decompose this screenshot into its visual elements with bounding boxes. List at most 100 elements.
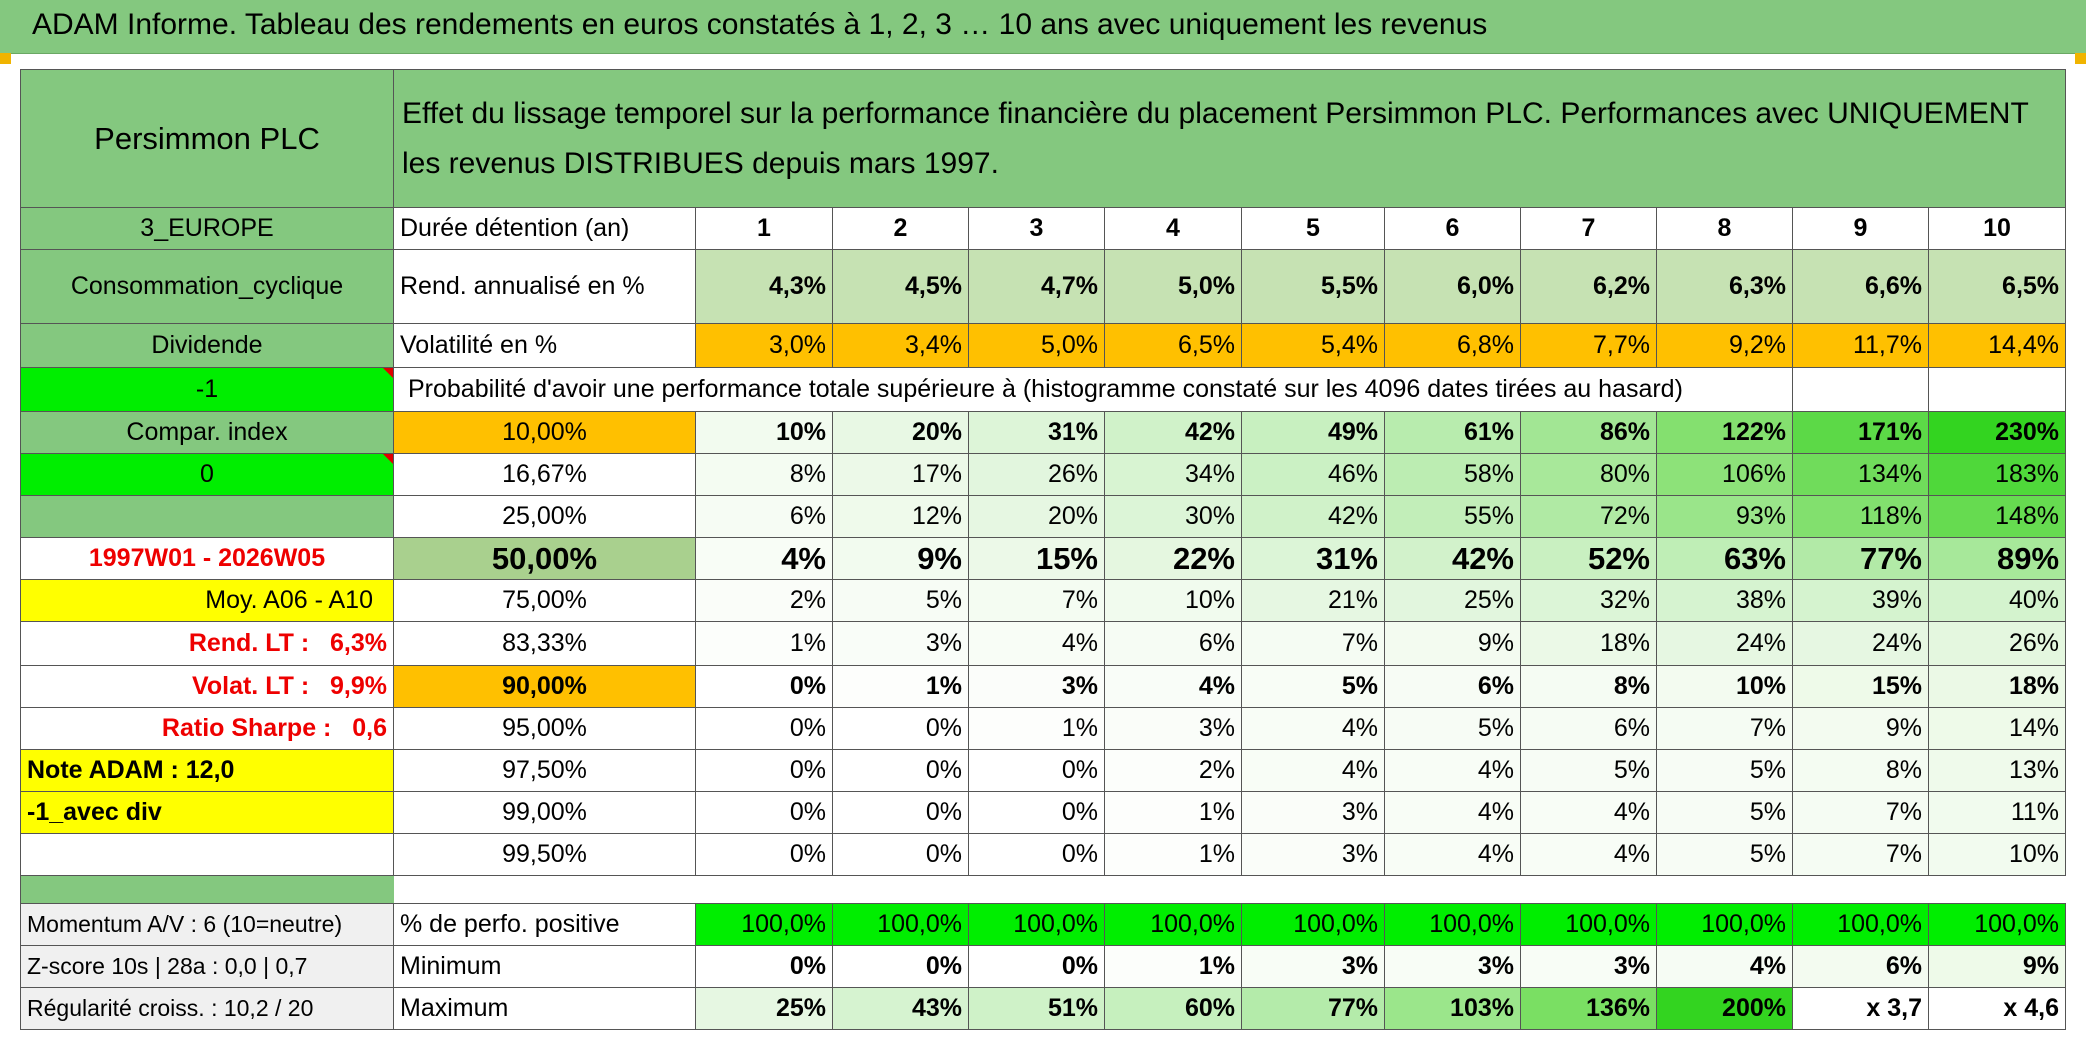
proba-row: -1 Probabilité d'avoir une performance t… — [20, 367, 2067, 412]
flag-cell[interactable]: -1 — [20, 367, 394, 412]
type-label: Dividende — [20, 323, 394, 368]
quantile-cell: 11% — [1927, 791, 2067, 834]
quantile-cell: 4% — [695, 537, 833, 580]
quantile-cell: 0% — [832, 749, 969, 792]
quantile-cell: 31% — [1241, 537, 1385, 580]
quantile-cell: 10% — [1104, 579, 1242, 622]
quantile-label: 95,00% — [393, 707, 696, 750]
quantile-row-median: 1997W01 - 2026W05 50,00% 4% 9% 15% 22% 3… — [20, 537, 2067, 580]
sharpe-label: Ratio Sharpe : — [161, 714, 332, 742]
quantile-cell: 31% — [968, 411, 1105, 454]
max-cell: 51% — [968, 987, 1105, 1030]
quantile-cell: 10% — [1927, 833, 2067, 876]
pos-cell: 100,0% — [1656, 903, 1793, 946]
max-cell: 103% — [1384, 987, 1521, 1030]
quantile-cell: 89% — [1927, 537, 2067, 580]
quantile-cell: 3% — [1241, 833, 1385, 876]
quantile-cell: 122% — [1656, 411, 1793, 454]
compar-label: Compar. index — [20, 411, 394, 454]
quantile-cell: 40% — [1927, 579, 2067, 622]
quantile-cell: 7% — [968, 579, 1105, 622]
quantile-row: Ratio Sharpe : 0,6 95,00% 0% 0% 1% 3% 4%… — [20, 707, 2067, 750]
max-cell: x 4,6 — [1927, 987, 2067, 1030]
year-cell: 3 — [968, 207, 1105, 250]
blank-green-cell — [20, 495, 394, 538]
rend-cell: 4,7% — [968, 249, 1105, 324]
rend-cell: 4,3% — [695, 249, 833, 324]
vol-cell: 6,5% — [1104, 323, 1242, 368]
quantile-cell: 118% — [1792, 495, 1929, 538]
rend-cell: 6,0% — [1384, 249, 1521, 324]
year-cell: 8 — [1656, 207, 1793, 250]
returns-table: Persimmon PLC Effet du lissage temporel … — [20, 69, 2067, 1030]
quantile-cell: 26% — [968, 453, 1105, 496]
min-cell: 0% — [832, 945, 969, 988]
max-cell: 25% — [695, 987, 833, 1030]
quantile-cell: 5% — [1241, 665, 1385, 708]
year-cell: 6 — [1384, 207, 1521, 250]
quantile-cell: 0% — [832, 833, 969, 876]
rend-cell: 6,3% — [1656, 249, 1793, 324]
quantile-label: 83,33% — [393, 621, 696, 666]
quantile-cell: 5% — [832, 579, 969, 622]
min-cell: 3% — [1384, 945, 1521, 988]
quantile-cell: 1% — [1104, 791, 1242, 834]
quantile-label: 99,50% — [393, 833, 696, 876]
year-cell: 2 — [832, 207, 969, 250]
quantile-cell: 0% — [832, 707, 969, 750]
vol-cell: 3,0% — [695, 323, 833, 368]
quantile-cell: 72% — [1520, 495, 1657, 538]
vol-cell: 6,8% — [1384, 323, 1521, 368]
title-bar: ADAM Informe. Tableau des rendements en … — [0, 0, 2086, 54]
quantile-cell: 18% — [1927, 665, 2067, 708]
quantile-cell: 5% — [1656, 749, 1793, 792]
max-cell: 60% — [1104, 987, 1242, 1030]
duree-label: Durée détention (an) — [393, 207, 696, 250]
quantile-cell: 18% — [1520, 621, 1657, 666]
corner-marker — [0, 53, 11, 64]
quantile-cell: 148% — [1927, 495, 2067, 538]
volat-lt: Volat. LT : 9,9% — [20, 665, 394, 708]
vol-cell: 5,0% — [968, 323, 1105, 368]
quantile-cell: 0% — [832, 791, 969, 834]
quantile-cell: 4% — [968, 621, 1105, 666]
quantile-cell: 15% — [968, 537, 1105, 580]
quantile-cell: 10% — [1656, 665, 1793, 708]
quantile-cell: 1% — [695, 621, 833, 666]
quantile-cell: 0% — [695, 749, 833, 792]
quantile-cell: 8% — [1792, 749, 1929, 792]
quantile-label: 50,00% — [393, 537, 696, 580]
quantile-label: 97,50% — [393, 749, 696, 792]
region-label: 3_EUROPE — [20, 207, 394, 250]
quantile-cell: 10% — [695, 411, 833, 454]
quantile-cell: 0% — [968, 791, 1105, 834]
quantile-row: 99,50% 0% 0% 0% 1% 3% 4% 4% 5% 7% 10% — [20, 833, 2067, 876]
momentum-label: Momentum A/V : 6 (10=neutre) — [20, 903, 394, 946]
vol-cell: 14,4% — [1927, 323, 2067, 368]
quantile-cell: 6% — [1384, 665, 1521, 708]
quantile-cell: 2% — [1104, 749, 1242, 792]
moy-label: Moy. A06 - A10 — [20, 579, 394, 622]
quantile-cell: 4% — [1241, 749, 1385, 792]
quantile-cell: 4% — [1104, 665, 1242, 708]
quantile-label: 25,00% — [393, 495, 696, 538]
quantile-cell: 1% — [832, 665, 969, 708]
vol-cell: 11,7% — [1792, 323, 1929, 368]
year-cell: 10 — [1927, 207, 2067, 250]
quantile-cell: 1% — [1104, 833, 1242, 876]
vol-cell: 5,4% — [1241, 323, 1385, 368]
blank-green-cell — [20, 875, 394, 904]
sharpe: Ratio Sharpe : 0,6 — [20, 707, 394, 750]
quantile-cell: 0% — [695, 707, 833, 750]
compar-value[interactable]: 0 — [20, 453, 394, 496]
quantile-row: Volat. LT : 9,9% 90,00% 0% 1% 3% 4% 5% 6… — [20, 665, 2067, 708]
max-cell: x 3,7 — [1792, 987, 1929, 1030]
quantile-cell: 6% — [695, 495, 833, 538]
rend-lt: Rend. LT : 6,3% — [20, 621, 394, 666]
rend-cell: 6,5% — [1927, 249, 2067, 324]
rend-row: Consommation_cyclique Rend. annualisé en… — [20, 249, 2067, 324]
quantile-cell: 38% — [1656, 579, 1793, 622]
quantile-cell: 171% — [1792, 411, 1929, 454]
quantile-cell: 134% — [1792, 453, 1929, 496]
quantile-cell: 106% — [1656, 453, 1793, 496]
